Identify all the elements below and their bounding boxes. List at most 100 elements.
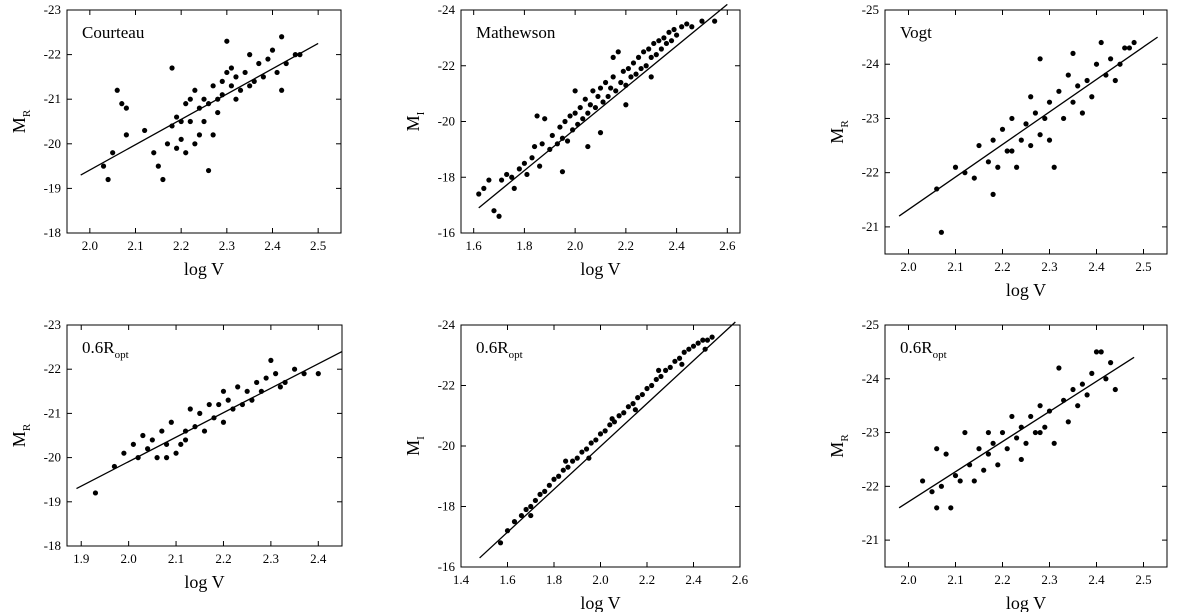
data-point [1037, 56, 1043, 62]
data-point [1037, 132, 1043, 138]
data-point [225, 397, 231, 403]
x-tick-label: 2.2 [618, 238, 634, 253]
data-point [623, 82, 629, 88]
data-point [1028, 413, 1034, 420]
panel-title-main: Courteau [82, 23, 145, 42]
data-point [638, 65, 644, 72]
data-point [1046, 137, 1053, 143]
fit-line [76, 350, 343, 490]
data-point [154, 455, 160, 461]
data-point [648, 54, 654, 60]
x-tick-label: 2.3 [1041, 572, 1057, 587]
data-point [971, 175, 977, 181]
data-point [600, 99, 606, 105]
data-point [235, 384, 241, 390]
y-axis-label-main: M [9, 431, 29, 447]
data-point [957, 478, 963, 484]
data-point [976, 142, 982, 149]
data-point [511, 185, 517, 191]
data-point [201, 118, 207, 125]
data-point [580, 116, 586, 122]
x-tick-label: 2.3 [263, 551, 279, 566]
data-point [268, 357, 274, 363]
data-point [1042, 424, 1048, 430]
data-point [537, 163, 543, 169]
data-point [607, 422, 613, 428]
data-point [663, 40, 670, 47]
data-point [613, 88, 619, 94]
data-point [616, 413, 622, 419]
data-point [216, 401, 222, 408]
data-point [985, 159, 992, 165]
data-point [1061, 115, 1067, 122]
data-point [1004, 148, 1010, 154]
x-tick-label: 1.6 [466, 238, 483, 253]
data-point [111, 463, 118, 470]
data-point [1131, 39, 1137, 46]
data-point [219, 92, 225, 98]
data-point [572, 110, 578, 116]
data-point [628, 74, 634, 80]
data-point [990, 191, 996, 197]
x-tick-label: 2.1 [947, 572, 963, 587]
data-point [523, 506, 529, 513]
x-axis-label: log V [184, 572, 224, 592]
data-point [686, 346, 692, 352]
data-point [123, 132, 129, 138]
data-point [999, 429, 1006, 436]
data-point [528, 503, 534, 510]
data-point [671, 26, 677, 33]
data-point [962, 170, 968, 176]
y-tick-label: -23 [44, 2, 61, 17]
data-point [274, 69, 280, 76]
data-point [196, 105, 203, 111]
data-point [254, 379, 260, 386]
data-point [1103, 376, 1109, 382]
data-point [277, 384, 283, 390]
data-point [140, 432, 146, 439]
data-point [142, 127, 148, 134]
data-point [531, 143, 538, 150]
plot-frame [66, 324, 343, 547]
data-point [574, 455, 580, 461]
data-point [114, 87, 120, 93]
x-axis-label: log V [184, 259, 224, 279]
x-tick-label: 2.0 [121, 551, 137, 566]
data-point [100, 163, 107, 169]
data-point [260, 74, 266, 80]
y-axis-label-main: M [403, 115, 423, 131]
data-point [174, 114, 180, 120]
y-tick-label: -16 [438, 225, 456, 240]
data-point [656, 367, 662, 373]
x-tick-label: 2.0 [82, 238, 98, 253]
y-axis-label: MR [827, 434, 851, 458]
data-point [1018, 456, 1024, 463]
data-point [1023, 121, 1029, 127]
y-tick-label: -21 [44, 405, 61, 420]
data-point [1070, 99, 1076, 105]
data-point [219, 78, 225, 84]
data-point [929, 489, 935, 495]
data-point [1028, 142, 1034, 149]
data-point [292, 52, 298, 58]
data-point [1089, 94, 1095, 100]
data-point [663, 367, 669, 373]
data-point [546, 482, 552, 488]
y-axis-label: MI [403, 111, 427, 131]
data-point [163, 441, 170, 447]
data-point [279, 87, 285, 93]
x-tick-label: 2.4 [668, 238, 685, 253]
data-point [1098, 39, 1104, 46]
y-tick-label: -22 [44, 361, 61, 376]
data-point [1051, 440, 1057, 446]
data-point [504, 171, 510, 178]
data-point [160, 176, 166, 183]
data-point [547, 146, 553, 152]
data-point [269, 47, 276, 53]
data-point [704, 337, 711, 343]
data-point [976, 446, 982, 452]
x-tick-label: 2.5 [1135, 259, 1151, 274]
panel-title-subscript: opt [115, 349, 129, 361]
data-point [690, 343, 697, 349]
data-point [521, 160, 528, 166]
